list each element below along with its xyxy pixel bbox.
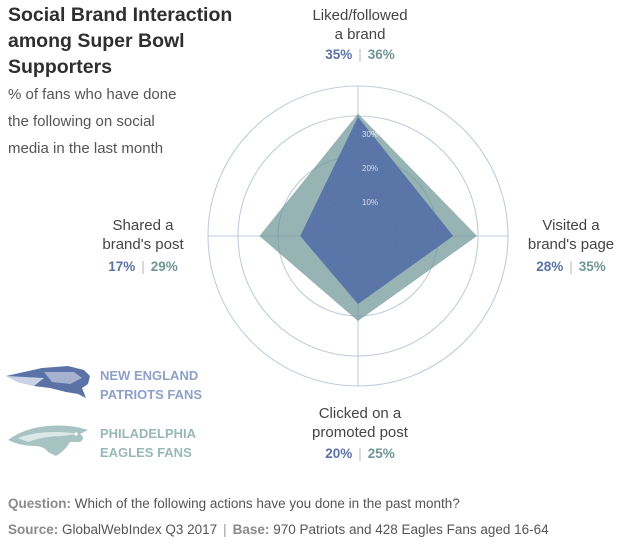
value-separator: | xyxy=(569,259,573,274)
eagles-value: 35% xyxy=(578,259,606,274)
radial-tick-label: 40% xyxy=(362,96,378,105)
footer-separator: | xyxy=(223,522,227,537)
chart-subtitle: % of fans who have done the following on… xyxy=(8,86,177,157)
footer-question: Question: Which of the following actions… xyxy=(8,496,460,511)
legend-label-patriots: NEW ENGLAND PATRIOTS FANS xyxy=(100,368,203,402)
source-text: GlobalWebIndex Q3 2017 xyxy=(62,522,218,537)
question-text: Which of the following actions have you … xyxy=(74,496,460,511)
eagles-value: 29% xyxy=(150,259,178,274)
radial-tick-label: 20% xyxy=(362,164,378,173)
eagles-logo-icon xyxy=(8,425,88,456)
question-label: Question: xyxy=(8,496,71,511)
value-separator: | xyxy=(358,446,362,461)
values-liked: 35% | 36% xyxy=(280,47,440,62)
values-clicked: 20% | 25% xyxy=(280,446,440,461)
values-shared: 17% | 29% xyxy=(88,259,198,274)
axis-label-liked: Liked/followed a brand xyxy=(312,7,408,43)
axis-label-visited: Visited a brand's page xyxy=(527,217,615,253)
patriots-value: 35% xyxy=(325,47,353,62)
patriots-value: 17% xyxy=(108,259,136,274)
legend-item-eagles: PHILADELPHIA EAGLES FANS xyxy=(4,420,244,464)
legend-item-patriots: NEW ENGLAND PATRIOTS FANS xyxy=(4,362,244,406)
value-separator: | xyxy=(141,259,145,274)
radial-tick-label: 30% xyxy=(362,130,378,139)
axis-label-clicked: Clicked on a promoted post xyxy=(312,405,408,441)
eagles-value: 36% xyxy=(367,47,395,62)
legend-label-eagles: PHILADELPHIA EAGLES FANS xyxy=(100,426,197,460)
base-text: 970 Patriots and 428 Eagles Fans aged 16… xyxy=(273,522,549,537)
patriots-value: 28% xyxy=(536,259,564,274)
chart-title: Social Brand Interaction among Super Bow… xyxy=(8,4,233,78)
footer-source: Source: GlobalWebIndex Q3 2017 | Base: 970… xyxy=(8,522,549,537)
base-label: Base: xyxy=(232,522,270,537)
radial-tick-label: 10% xyxy=(362,198,378,207)
patriots-value: 20% xyxy=(325,446,353,461)
eagles-value: 25% xyxy=(367,446,395,461)
series-patriots-area xyxy=(300,117,454,304)
axis-label-shared: Shared a brand's post xyxy=(102,217,184,253)
patriots-logo-icon xyxy=(6,366,90,398)
value-separator: | xyxy=(358,47,362,62)
values-visited: 28% | 35% xyxy=(516,259,626,274)
source-label: Source: xyxy=(8,522,59,537)
